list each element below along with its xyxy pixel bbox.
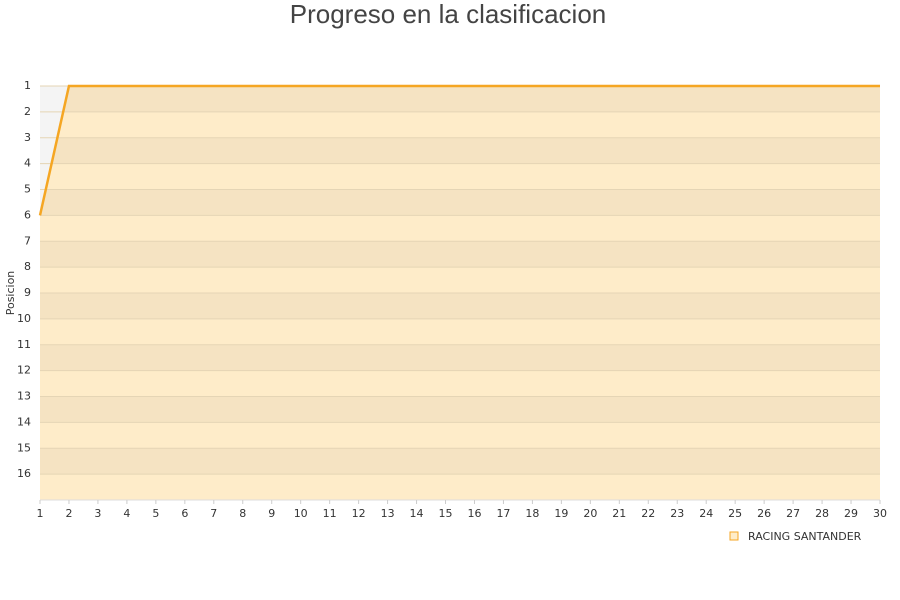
y-tick-label: 9 (24, 286, 31, 299)
band (40, 422, 880, 449)
band (40, 370, 880, 397)
x-tick-label: 9 (268, 507, 275, 520)
band (40, 137, 880, 164)
y-tick-label: 5 (24, 183, 31, 196)
x-tick-label: 18 (525, 507, 539, 520)
x-tick-label: 2 (65, 507, 72, 520)
y-tick-label: 11 (17, 338, 31, 351)
band (40, 111, 880, 138)
band (40, 318, 880, 345)
y-tick-label: 4 (24, 157, 31, 170)
x-tick-label: 22 (641, 507, 655, 520)
x-tick-label: 28 (815, 507, 829, 520)
x-tick-label: 8 (239, 507, 246, 520)
y-tick-label: 16 (17, 467, 31, 480)
y-tick-label: 8 (24, 260, 31, 273)
y-tick-label: 13 (17, 390, 31, 403)
x-tick-label: 11 (323, 507, 337, 520)
band (40, 474, 880, 500)
line (38, 84, 880, 216)
x-tick-label: 23 (670, 507, 684, 520)
chart-title: Progreso en la clasificacion (290, 0, 607, 29)
x-tick-label: 19 (554, 507, 568, 520)
x-tick-label: 20 (583, 507, 597, 520)
x-tick-label: 21 (612, 507, 626, 520)
x-tick-label: 10 (294, 507, 308, 520)
y-tick-label: 15 (17, 441, 31, 454)
x-tick-label: 13 (381, 507, 395, 520)
x-tick-label: 24 (699, 507, 713, 520)
band (40, 215, 880, 242)
x-tick-label: 30 (873, 507, 887, 520)
x-tick-label: 15 (439, 507, 453, 520)
band (40, 189, 880, 216)
band (40, 448, 880, 475)
band (40, 344, 880, 371)
x-tick-label: 4 (123, 507, 130, 520)
x-tick-label: 14 (410, 507, 424, 520)
legend-label: RACING SANTANDER (748, 530, 862, 543)
y-axis-label: Posicion (4, 271, 17, 316)
x-tick-label: 25 (728, 507, 742, 520)
x-tick-label: 6 (181, 507, 188, 520)
x-tick-label: 7 (210, 507, 217, 520)
y-tick-label: 3 (24, 131, 31, 144)
x-tick-label: 5 (152, 507, 159, 520)
band (40, 396, 880, 423)
band (40, 267, 880, 293)
y-tick-label: 10 (17, 312, 31, 325)
x-tick-label: 1 (37, 507, 44, 520)
band (40, 163, 880, 190)
y-tick-label: 1 (24, 79, 31, 92)
y-tick-label: 7 (24, 234, 31, 247)
y-tick-label: 12 (17, 364, 31, 377)
x-tick-label: 3 (94, 507, 101, 520)
x-tick-label: 17 (496, 507, 510, 520)
x-tick-label: 16 (467, 507, 481, 520)
x-tick-label: 12 (352, 507, 366, 520)
x-tick-label: 27 (786, 507, 800, 520)
x-tick-label: 29 (844, 507, 858, 520)
legend-marker (729, 531, 739, 541)
x-tick-label: 26 (757, 507, 771, 520)
band (40, 86, 880, 112)
band (40, 293, 880, 319)
band (40, 241, 880, 268)
y-tick-label: 2 (24, 105, 31, 118)
y-tick-label: 6 (24, 208, 31, 221)
y-tick-label: 14 (17, 415, 31, 428)
